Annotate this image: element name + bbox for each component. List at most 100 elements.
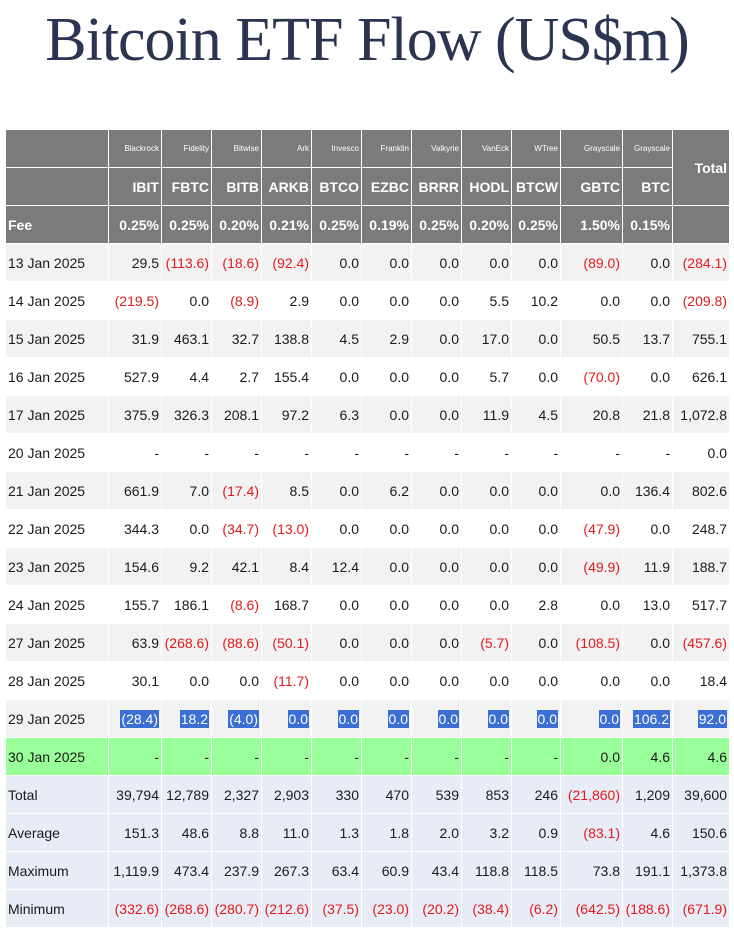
issuer-label: Valkyrie — [431, 144, 459, 153]
flow-cell: 0.0 — [461, 699, 512, 738]
date-label: 29 Jan 2025 — [8, 710, 86, 727]
ticker-label: BTCO — [319, 178, 359, 195]
ticker-header: BITB — [211, 167, 262, 206]
flow-cell: - — [461, 433, 512, 472]
flow-cell: (108.5) — [560, 623, 623, 662]
cell-value: (188.6) — [625, 900, 670, 917]
table-row: 16 Jan 2025 527.9 4.4 2.7 155.4 0.0 0.0 0.0 5.7 0… — [5, 357, 730, 396]
flow-cell: (50.1) — [261, 623, 312, 662]
cell-value: 0.0 — [339, 634, 359, 651]
cell-value: 2.9 — [389, 330, 409, 347]
flow-cell: (34.7) — [211, 509, 262, 548]
date-label: 17 Jan 2025 — [8, 406, 86, 423]
cell-value: 0.0 — [489, 596, 509, 613]
ticker-label: HODL — [469, 178, 509, 195]
flow-cell: 0.0 — [511, 623, 561, 662]
flow-cell: 11.9 — [461, 395, 512, 434]
summary-cell: (23.0) — [361, 889, 412, 928]
summary-cell: 39,794 — [108, 775, 162, 814]
ticker-header-row: IBIT FBTC BITB ARKB BTCO EZBC BRRR HODL BTCW GBTC… — [5, 167, 730, 206]
flow-cell: 0.0 — [560, 281, 623, 320]
cell-value: (332.6) — [114, 900, 159, 917]
cell-value: - — [354, 748, 359, 765]
table-row: 30 Jan 2025 - - - - - - - - - 0.0 4.6 4.6 — [5, 737, 730, 776]
flow-cell: 13.0 — [622, 585, 673, 624]
cell-value: (671.9) — [682, 900, 727, 917]
row-date: 13 Jan 2025 — [5, 243, 109, 282]
ticker-header: GBTC — [560, 167, 623, 206]
flow-cell: 0.0 — [622, 661, 673, 700]
issuer-header-row: Blackrock Fidelity Bitwise Ark Invesco Frankl… — [5, 129, 730, 206]
cell-value: 12,789 — [166, 786, 209, 803]
cell-value: 208.1 — [223, 406, 259, 423]
cell-value: - — [304, 748, 309, 765]
cell-value: 0.0 — [439, 634, 459, 651]
flow-cell: 155.7 — [108, 585, 162, 624]
flow-cell: 97.2 — [261, 395, 312, 434]
issuer-label: Blackrock — [124, 144, 159, 153]
flow-cell: 0.0 — [311, 471, 362, 510]
flow-cell: - — [261, 737, 312, 776]
cell-value: 17.0 — [481, 330, 509, 347]
summary-total: 150.6 — [672, 813, 730, 852]
flow-cell: 0.0 — [211, 661, 262, 700]
flow-cell: 0.0 — [411, 395, 462, 434]
cell-value: 106.2 — [632, 709, 670, 728]
cell-value: 32.7 — [231, 330, 259, 347]
cell-value: - — [204, 748, 209, 765]
cell-value: 43.4 — [431, 862, 459, 879]
fee-value: 0.20% — [219, 216, 259, 233]
row-date: 27 Jan 2025 — [5, 623, 109, 662]
cell-value: (20.2) — [422, 900, 459, 917]
summary-label: Average — [5, 813, 109, 852]
summary-cell: (280.7) — [211, 889, 262, 928]
ticker-label: BITB — [226, 178, 259, 195]
issuer-label: VanEck — [482, 144, 509, 153]
flow-cell: (18.6) — [211, 243, 262, 282]
flow-cell: (88.6) — [211, 623, 262, 662]
fee-cell: 0.20% — [211, 205, 262, 244]
flow-cell: 21.8 — [622, 395, 673, 434]
flow-cell: 0.0 — [361, 585, 412, 624]
flow-cell: 5.7 — [461, 357, 512, 396]
flow-cell: 375.9 — [108, 395, 162, 434]
cell-value: 0.0 — [538, 368, 558, 385]
cell-value: (23.0) — [372, 900, 409, 917]
flow-cell: 0.0 — [461, 509, 512, 548]
cell-value: 3.2 — [489, 824, 509, 841]
flow-cell: 12.4 — [311, 547, 362, 586]
flow-cell: 0.0 — [311, 661, 362, 700]
cell-value: 0.0 — [538, 672, 558, 689]
row-total: 802.6 — [672, 471, 730, 510]
cell-value: - — [404, 444, 409, 461]
cell-value: (50.1) — [272, 634, 309, 651]
cell-value: 527.9 — [123, 368, 159, 385]
flow-cell: 0.0 — [361, 509, 412, 548]
cell-value: 0.0 — [487, 709, 509, 728]
flow-cell: - — [211, 737, 262, 776]
cell-value: - — [204, 444, 209, 461]
summary-cell: (642.5) — [560, 889, 623, 928]
flow-cell: 186.1 — [161, 585, 212, 624]
cell-value: - — [553, 444, 558, 461]
cell-value: 0.0 — [389, 596, 409, 613]
flow-cell: 0.0 — [411, 547, 462, 586]
date-label: 14 Jan 2025 — [8, 292, 86, 309]
flow-cell: 2.7 — [211, 357, 262, 396]
summary-cell: 470 — [361, 775, 412, 814]
flow-cell: - — [161, 737, 212, 776]
flow-cell: 30.1 — [108, 661, 162, 700]
cell-value: (17.4) — [222, 482, 259, 499]
issuer-header: Grayscale — [560, 129, 623, 168]
summary-cell: 539 — [411, 775, 462, 814]
flow-cell: 31.9 — [108, 319, 162, 358]
summary-label-text: Total — [8, 786, 38, 803]
cell-value: 0.0 — [339, 254, 359, 271]
ticker-label: IBIT — [132, 178, 159, 195]
fee-value: 1.50% — [580, 216, 620, 233]
summary-cell: (212.6) — [261, 889, 312, 928]
flow-cell: 0.0 — [161, 661, 212, 700]
flow-cell: 0.0 — [622, 281, 673, 320]
cell-value: 0.0 — [437, 709, 459, 728]
cell-value: 154.6 — [123, 558, 159, 575]
